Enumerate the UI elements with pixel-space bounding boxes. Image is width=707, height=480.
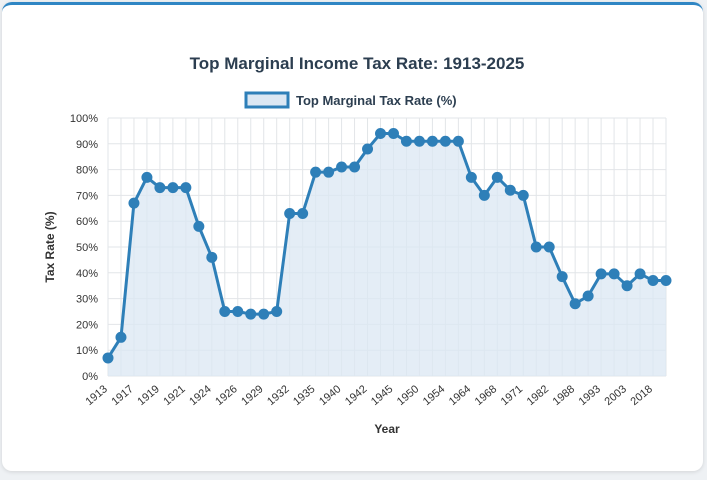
chart-card: Top Marginal Income Tax Rate: 1913-2025 … xyxy=(2,2,703,471)
y-tick-label: 20% xyxy=(76,319,98,331)
data-point-1991[interactable] xyxy=(582,290,594,302)
y-axis-ticks: 0% 10% 20% 30% 40% 50% 60% 70% 80% 90% 100% xyxy=(70,113,98,383)
data-point-1917[interactable] xyxy=(128,197,140,209)
x-tick-label: 1945 xyxy=(369,383,395,408)
data-point-1918[interactable] xyxy=(141,171,153,183)
data-point-1954[interactable] xyxy=(439,135,451,147)
x-tick-label: 1954 xyxy=(421,383,447,408)
x-tick-label: 2018 xyxy=(628,383,654,408)
data-point-1925[interactable] xyxy=(219,306,231,317)
data-point-1936[interactable] xyxy=(323,166,335,178)
data-point-1932[interactable] xyxy=(284,207,296,219)
x-tick-label: 1942 xyxy=(343,383,369,408)
data-point-1924[interactable] xyxy=(206,251,218,263)
x-tick-label: 2003 xyxy=(603,383,629,408)
data-point-1982[interactable] xyxy=(543,241,555,253)
line-chart: Top Marginal Income Tax Rate: 1913-2025 … xyxy=(43,54,672,436)
data-point-1928[interactable] xyxy=(245,308,257,320)
y-tick-label: 40% xyxy=(76,268,98,280)
data-point-1942[interactable] xyxy=(362,143,374,155)
x-axis-ticks: 1913 1917 1919 1921 1924 1926 1929 1932 1935 1940… xyxy=(83,383,654,408)
data-point-1952[interactable] xyxy=(426,135,438,147)
chart-title: Top Marginal Income Tax Rate: 1913-2025 xyxy=(190,54,525,73)
data-point-1960[interactable] xyxy=(452,135,464,147)
data-point-1916[interactable] xyxy=(115,331,127,343)
x-tick-label: 1926 xyxy=(213,383,239,408)
x-tick-label: 1940 xyxy=(317,383,343,408)
data-point-1946[interactable] xyxy=(400,135,412,147)
data-point-1945[interactable] xyxy=(387,127,399,139)
y-tick-label: 10% xyxy=(76,345,98,357)
data-point-1977[interactable] xyxy=(530,241,542,253)
x-tick-label: 1913 xyxy=(83,383,109,408)
legend[interactable]: Top Marginal Tax Rate (%) xyxy=(244,91,457,109)
y-tick-label: 90% xyxy=(76,139,98,151)
x-tick-label: 1921 xyxy=(161,383,187,408)
data-point-1922[interactable] xyxy=(193,220,205,232)
data-point-2018[interactable] xyxy=(647,275,659,287)
data-point-1987[interactable] xyxy=(556,271,568,283)
y-tick-label: 80% xyxy=(76,165,98,177)
data-point-2000[interactable] xyxy=(608,268,620,280)
data-point-1919[interactable] xyxy=(154,182,166,194)
y-tick-label: 30% xyxy=(76,294,98,306)
legend-swatch xyxy=(244,91,290,109)
data-point-1971[interactable] xyxy=(517,189,529,201)
y-axis-label: Tax Rate (%) xyxy=(43,211,57,282)
data-point-1970[interactable] xyxy=(504,184,516,196)
data-point-1950[interactable] xyxy=(413,135,425,147)
data-point-2003[interactable] xyxy=(621,280,633,292)
y-tick-label: 60% xyxy=(76,216,98,228)
x-tick-label: 1968 xyxy=(473,383,499,408)
series-points xyxy=(102,127,672,364)
y-tick-label: 100% xyxy=(70,113,98,125)
data-point-1920[interactable] xyxy=(167,182,179,194)
data-point-1926[interactable] xyxy=(232,306,244,317)
y-tick-label: 50% xyxy=(76,242,98,254)
data-point-1934[interactable] xyxy=(297,207,309,219)
x-tick-label: 1924 xyxy=(187,383,213,408)
data-point-2010[interactable] xyxy=(634,268,646,280)
x-tick-label: 1917 xyxy=(109,383,135,408)
data-point-1913[interactable] xyxy=(102,352,114,364)
x-tick-label: 1982 xyxy=(525,383,551,408)
x-tick-label: 1950 xyxy=(395,383,421,408)
legend-label: Top Marginal Tax Rate (%) xyxy=(296,93,457,108)
data-point-1964[interactable] xyxy=(465,171,477,183)
data-point-1929[interactable] xyxy=(258,308,270,320)
x-tick-label: 1971 xyxy=(499,383,525,408)
x-tick-label: 1964 xyxy=(447,383,473,408)
data-point-1965[interactable] xyxy=(478,189,490,201)
x-tick-label: 1993 xyxy=(577,383,603,408)
x-tick-label: 1988 xyxy=(551,383,577,408)
data-point-1921[interactable] xyxy=(180,182,192,194)
x-tick-label: 1929 xyxy=(239,383,265,408)
y-tick-label: 0% xyxy=(82,371,98,383)
data-point-1993[interactable] xyxy=(595,268,607,280)
x-tick-label: 1935 xyxy=(291,383,317,408)
data-point-1944[interactable] xyxy=(375,127,387,139)
data-point-2025[interactable] xyxy=(660,275,672,287)
data-point-1941[interactable] xyxy=(349,161,361,173)
x-tick-label: 1919 xyxy=(135,383,161,408)
data-point-1930[interactable] xyxy=(271,306,283,317)
data-point-1988[interactable] xyxy=(569,298,581,310)
x-axis-label: Year xyxy=(374,422,400,436)
y-tick-label: 70% xyxy=(76,190,98,202)
x-tick-label: 1932 xyxy=(265,383,291,408)
data-point-1935[interactable] xyxy=(310,166,322,178)
data-point-1968[interactable] xyxy=(491,171,503,183)
data-point-1940[interactable] xyxy=(336,161,348,173)
